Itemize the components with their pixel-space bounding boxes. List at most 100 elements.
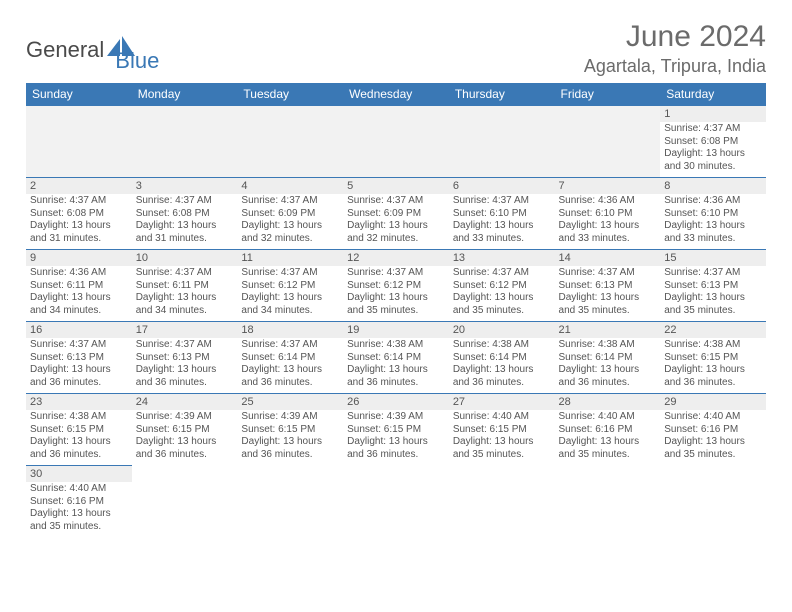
calendar-day-cell: 19Sunrise: 4:38 AMSunset: 6:14 PMDayligh… xyxy=(343,322,449,394)
day-number: 19 xyxy=(343,322,449,338)
day-number: 18 xyxy=(237,322,343,338)
day-details: Sunrise: 4:38 AMSunset: 6:14 PMDaylight:… xyxy=(449,338,555,391)
day-details: Sunrise: 4:37 AMSunset: 6:13 PMDaylight:… xyxy=(26,338,132,391)
day-number: 28 xyxy=(555,394,661,410)
calendar-body: 1Sunrise: 4:37 AMSunset: 6:08 PMDaylight… xyxy=(26,106,766,538)
day-details: Sunrise: 4:37 AMSunset: 6:12 PMDaylight:… xyxy=(343,266,449,319)
calendar-day-cell: 14Sunrise: 4:37 AMSunset: 6:13 PMDayligh… xyxy=(555,250,661,322)
day-number: 30 xyxy=(26,466,132,482)
day-number: 4 xyxy=(237,178,343,194)
calendar-day-cell: 11Sunrise: 4:37 AMSunset: 6:12 PMDayligh… xyxy=(237,250,343,322)
weekday-header: Thursday xyxy=(449,83,555,106)
day-number: 5 xyxy=(343,178,449,194)
calendar-day-cell: 27Sunrise: 4:40 AMSunset: 6:15 PMDayligh… xyxy=(449,394,555,466)
calendar-day-cell: 28Sunrise: 4:40 AMSunset: 6:16 PMDayligh… xyxy=(555,394,661,466)
title-block: June 2024 Agartala, Tripura, India xyxy=(584,20,766,77)
calendar-day-cell: 4Sunrise: 4:37 AMSunset: 6:09 PMDaylight… xyxy=(237,178,343,250)
day-details: Sunrise: 4:39 AMSunset: 6:15 PMDaylight:… xyxy=(343,410,449,463)
calendar-empty-cell xyxy=(343,466,449,538)
day-number: 22 xyxy=(660,322,766,338)
calendar-day-cell: 16Sunrise: 4:37 AMSunset: 6:13 PMDayligh… xyxy=(26,322,132,394)
day-details: Sunrise: 4:37 AMSunset: 6:12 PMDaylight:… xyxy=(449,266,555,319)
day-details: Sunrise: 4:38 AMSunset: 6:15 PMDaylight:… xyxy=(660,338,766,391)
day-number: 25 xyxy=(237,394,343,410)
location-subtitle: Agartala, Tripura, India xyxy=(584,56,766,77)
day-number: 29 xyxy=(660,394,766,410)
calendar-day-cell: 18Sunrise: 4:37 AMSunset: 6:14 PMDayligh… xyxy=(237,322,343,394)
weekday-header: Friday xyxy=(555,83,661,106)
weekday-header-row: Sunday Monday Tuesday Wednesday Thursday… xyxy=(26,83,766,106)
calendar-day-cell: 20Sunrise: 4:38 AMSunset: 6:14 PMDayligh… xyxy=(449,322,555,394)
calendar-row: 16Sunrise: 4:37 AMSunset: 6:13 PMDayligh… xyxy=(26,322,766,394)
day-number: 24 xyxy=(132,394,238,410)
day-number: 23 xyxy=(26,394,132,410)
calendar-empty-cell xyxy=(26,106,132,178)
day-details: Sunrise: 4:38 AMSunset: 6:14 PMDaylight:… xyxy=(555,338,661,391)
calendar-day-cell: 10Sunrise: 4:37 AMSunset: 6:11 PMDayligh… xyxy=(132,250,238,322)
calendar-day-cell: 23Sunrise: 4:38 AMSunset: 6:15 PMDayligh… xyxy=(26,394,132,466)
calendar-day-cell: 6Sunrise: 4:37 AMSunset: 6:10 PMDaylight… xyxy=(449,178,555,250)
day-details: Sunrise: 4:36 AMSunset: 6:11 PMDaylight:… xyxy=(26,266,132,319)
day-number: 3 xyxy=(132,178,238,194)
calendar-row: 30Sunrise: 4:40 AMSunset: 6:16 PMDayligh… xyxy=(26,466,766,538)
calendar-row: 2Sunrise: 4:37 AMSunset: 6:08 PMDaylight… xyxy=(26,178,766,250)
calendar-day-cell: 12Sunrise: 4:37 AMSunset: 6:12 PMDayligh… xyxy=(343,250,449,322)
calendar-day-cell: 25Sunrise: 4:39 AMSunset: 6:15 PMDayligh… xyxy=(237,394,343,466)
calendar-row: 1Sunrise: 4:37 AMSunset: 6:08 PMDaylight… xyxy=(26,106,766,178)
calendar-empty-cell xyxy=(660,466,766,538)
day-number: 10 xyxy=(132,250,238,266)
day-details: Sunrise: 4:37 AMSunset: 6:08 PMDaylight:… xyxy=(132,194,238,247)
calendar-empty-cell xyxy=(343,106,449,178)
calendar-day-cell: 2Sunrise: 4:37 AMSunset: 6:08 PMDaylight… xyxy=(26,178,132,250)
day-details: Sunrise: 4:39 AMSunset: 6:15 PMDaylight:… xyxy=(237,410,343,463)
day-number: 7 xyxy=(555,178,661,194)
calendar-empty-cell xyxy=(555,466,661,538)
day-number: 27 xyxy=(449,394,555,410)
day-number: 12 xyxy=(343,250,449,266)
calendar-empty-cell xyxy=(237,466,343,538)
calendar-empty-cell xyxy=(555,106,661,178)
day-details: Sunrise: 4:37 AMSunset: 6:08 PMDaylight:… xyxy=(660,122,766,175)
calendar-day-cell: 15Sunrise: 4:37 AMSunset: 6:13 PMDayligh… xyxy=(660,250,766,322)
day-number: 9 xyxy=(26,250,132,266)
calendar-empty-cell xyxy=(237,106,343,178)
calendar-day-cell: 17Sunrise: 4:37 AMSunset: 6:13 PMDayligh… xyxy=(132,322,238,394)
calendar-day-cell: 30Sunrise: 4:40 AMSunset: 6:16 PMDayligh… xyxy=(26,466,132,538)
weekday-header: Monday xyxy=(132,83,238,106)
brand-logo: General Blue xyxy=(26,20,159,74)
day-number: 21 xyxy=(555,322,661,338)
calendar-day-cell: 5Sunrise: 4:37 AMSunset: 6:09 PMDaylight… xyxy=(343,178,449,250)
day-number: 20 xyxy=(449,322,555,338)
calendar-empty-cell xyxy=(132,466,238,538)
day-number: 13 xyxy=(449,250,555,266)
calendar-day-cell: 26Sunrise: 4:39 AMSunset: 6:15 PMDayligh… xyxy=(343,394,449,466)
day-details: Sunrise: 4:39 AMSunset: 6:15 PMDaylight:… xyxy=(132,410,238,463)
calendar-table: Sunday Monday Tuesday Wednesday Thursday… xyxy=(26,83,766,538)
calendar-empty-cell xyxy=(132,106,238,178)
day-number: 6 xyxy=(449,178,555,194)
day-details: Sunrise: 4:36 AMSunset: 6:10 PMDaylight:… xyxy=(660,194,766,247)
day-details: Sunrise: 4:38 AMSunset: 6:14 PMDaylight:… xyxy=(343,338,449,391)
day-number: 2 xyxy=(26,178,132,194)
day-details: Sunrise: 4:37 AMSunset: 6:11 PMDaylight:… xyxy=(132,266,238,319)
day-details: Sunrise: 4:40 AMSunset: 6:16 PMDaylight:… xyxy=(660,410,766,463)
header-block: General Blue June 2024 Agartala, Tripura… xyxy=(26,20,766,77)
day-details: Sunrise: 4:37 AMSunset: 6:10 PMDaylight:… xyxy=(449,194,555,247)
day-details: Sunrise: 4:37 AMSunset: 6:13 PMDaylight:… xyxy=(132,338,238,391)
calendar-empty-cell xyxy=(449,106,555,178)
day-number: 8 xyxy=(660,178,766,194)
calendar-day-cell: 3Sunrise: 4:37 AMSunset: 6:08 PMDaylight… xyxy=(132,178,238,250)
day-number: 1 xyxy=(660,106,766,122)
calendar-day-cell: 21Sunrise: 4:38 AMSunset: 6:14 PMDayligh… xyxy=(555,322,661,394)
day-details: Sunrise: 4:38 AMSunset: 6:15 PMDaylight:… xyxy=(26,410,132,463)
calendar-day-cell: 7Sunrise: 4:36 AMSunset: 6:10 PMDaylight… xyxy=(555,178,661,250)
day-details: Sunrise: 4:36 AMSunset: 6:10 PMDaylight:… xyxy=(555,194,661,247)
day-details: Sunrise: 4:37 AMSunset: 6:14 PMDaylight:… xyxy=(237,338,343,391)
day-number: 11 xyxy=(237,250,343,266)
day-details: Sunrise: 4:37 AMSunset: 6:09 PMDaylight:… xyxy=(343,194,449,247)
day-number: 16 xyxy=(26,322,132,338)
day-details: Sunrise: 4:37 AMSunset: 6:13 PMDaylight:… xyxy=(555,266,661,319)
day-number: 26 xyxy=(343,394,449,410)
calendar-day-cell: 9Sunrise: 4:36 AMSunset: 6:11 PMDaylight… xyxy=(26,250,132,322)
page-title: June 2024 xyxy=(584,20,766,54)
